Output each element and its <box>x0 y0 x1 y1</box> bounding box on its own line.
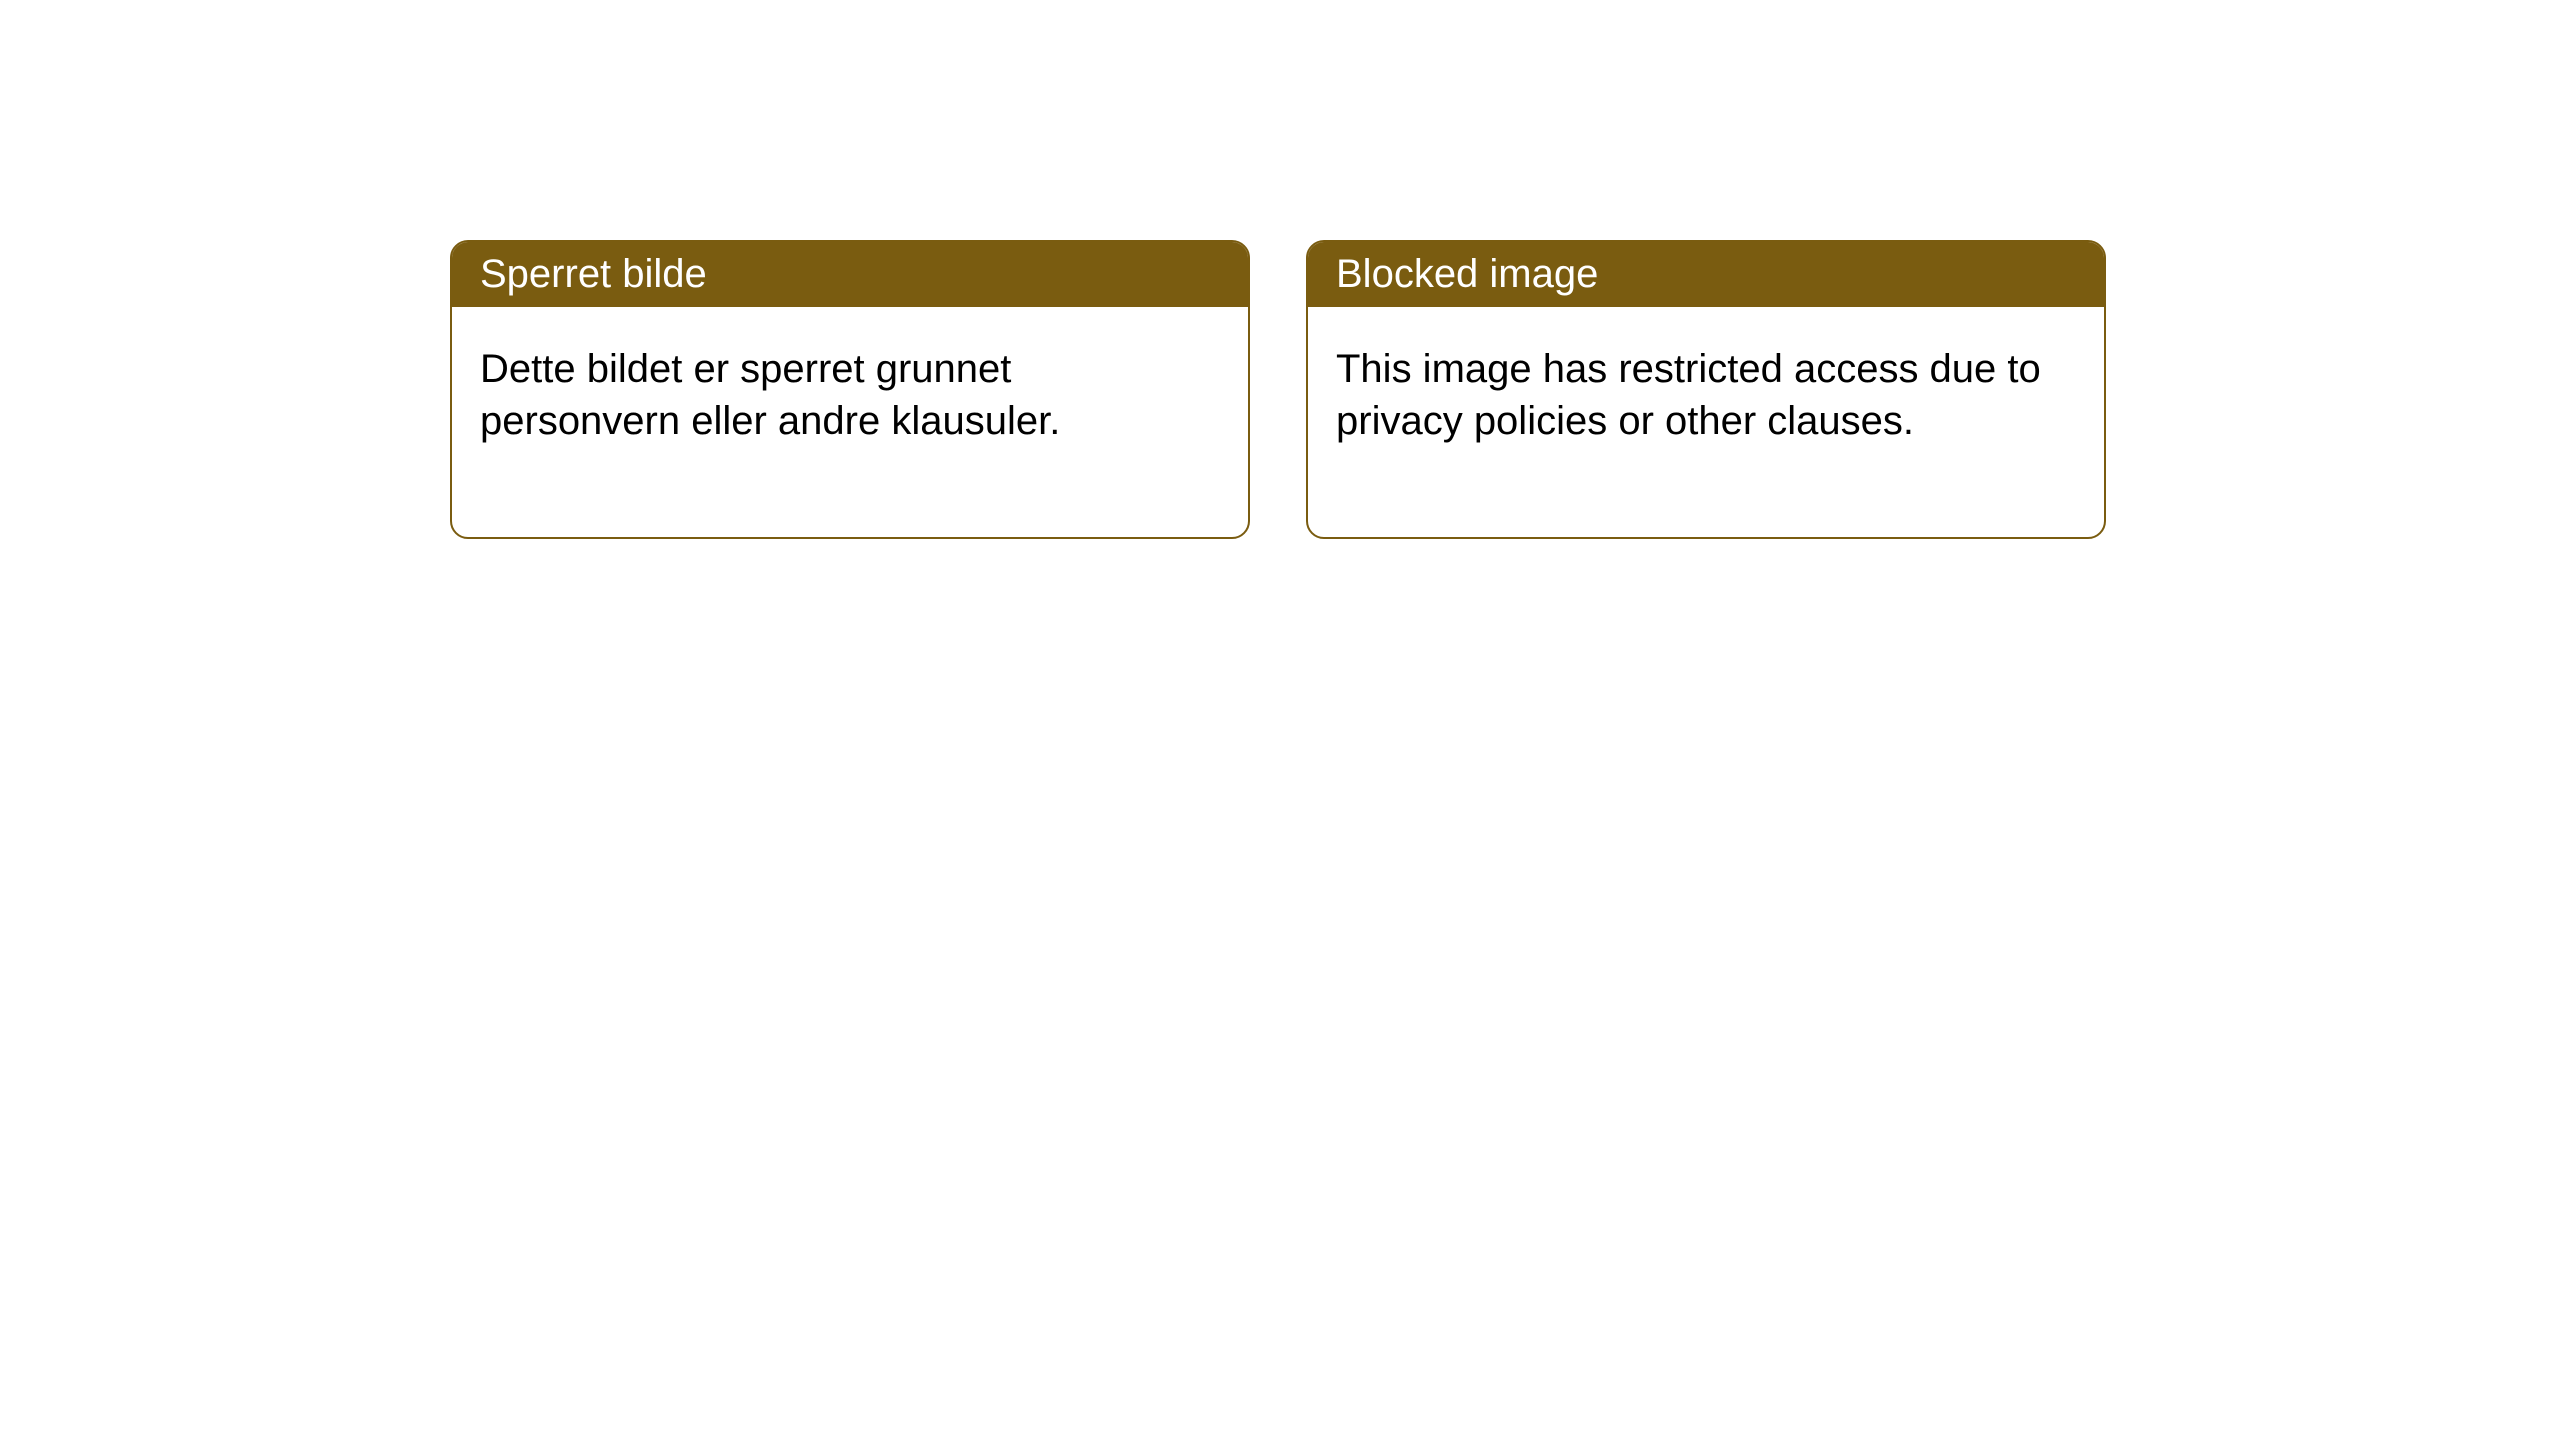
card-header: Sperret bilde <box>452 242 1248 307</box>
notice-card-norwegian: Sperret bilde Dette bildet er sperret gr… <box>450 240 1250 539</box>
card-body: Dette bildet er sperret grunnet personve… <box>452 307 1248 537</box>
card-title: Sperret bilde <box>480 252 707 296</box>
card-body-text: Dette bildet er sperret grunnet personve… <box>480 347 1060 443</box>
card-body-text: This image has restricted access due to … <box>1336 347 2041 443</box>
notice-container: Sperret bilde Dette bildet er sperret gr… <box>450 240 2106 539</box>
card-body: This image has restricted access due to … <box>1308 307 2104 537</box>
card-title: Blocked image <box>1336 252 1598 296</box>
notice-card-english: Blocked image This image has restricted … <box>1306 240 2106 539</box>
card-header: Blocked image <box>1308 242 2104 307</box>
